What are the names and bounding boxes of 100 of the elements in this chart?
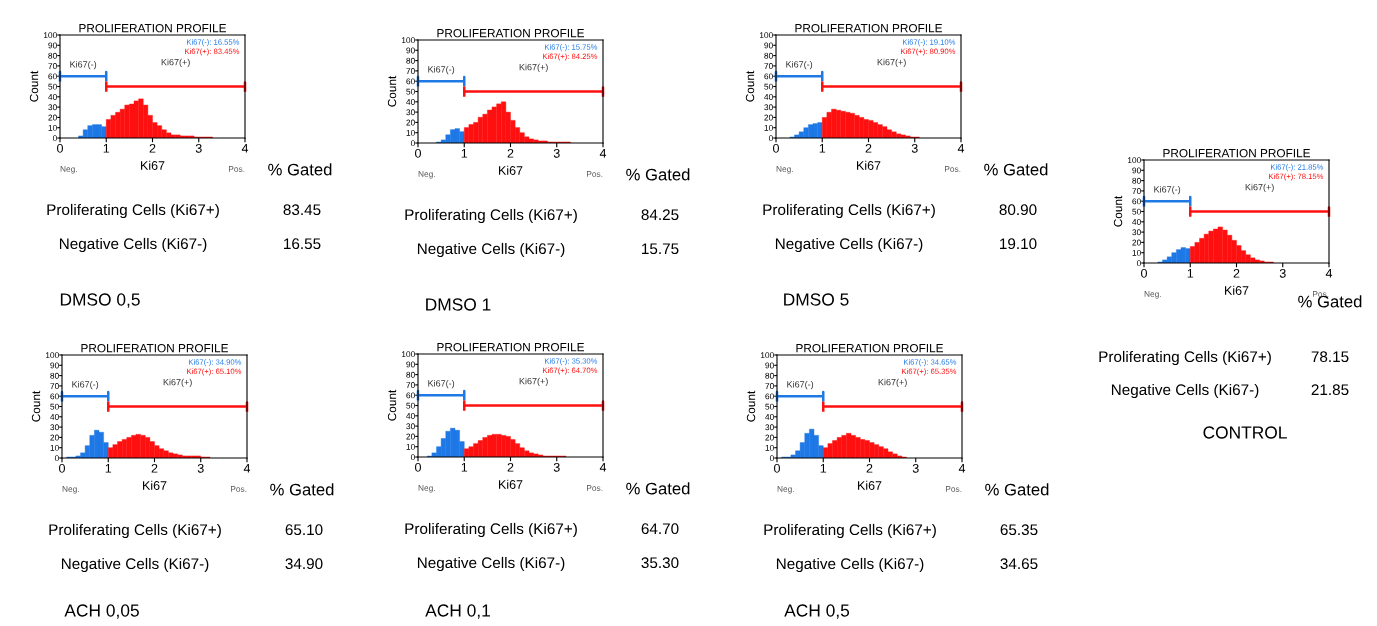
y-tick-label: 30: [50, 424, 59, 431]
chart-title: PROLIFERATION PROFILE: [437, 342, 585, 352]
text: DMSO 5: [784, 293, 849, 306]
y-tick-label: 80: [406, 57, 415, 64]
y-tick-label: 100: [759, 32, 773, 39]
y-tick-label: 40: [48, 94, 57, 100]
y-tick-label: 40: [764, 94, 773, 100]
y-tick-label: 70: [406, 68, 415, 74]
text: 80.90: [999, 204, 1037, 216]
y-tick-label: 80: [50, 372, 59, 379]
text: Pos.: [945, 166, 961, 172]
text: % Gated: [626, 482, 690, 495]
annotation: Ki67(-): [72, 380, 99, 390]
y-tick-label: 60: [406, 392, 415, 399]
text: Proliferating Cells (Ki67+): [47, 203, 219, 219]
x-tick-label: 4: [599, 149, 607, 158]
text: % Gated: [985, 483, 1049, 496]
text: Pos.: [231, 486, 247, 492]
y-axis-title: Count: [387, 75, 397, 107]
text: 15.75: [642, 243, 679, 255]
y-tick-label: 90: [48, 42, 57, 49]
y-tick-label: 0: [410, 454, 415, 461]
y-tick-label: 100: [45, 352, 59, 359]
y-tick-label: 20: [48, 114, 57, 121]
y-tick-label: 10: [764, 124, 773, 131]
text: % Gated: [626, 168, 690, 181]
y-tick-label: 70: [406, 382, 415, 388]
annotation: Ki67(+): [519, 63, 548, 73]
annotation: Ki67(+): [161, 58, 190, 68]
y-tick-label: 90: [764, 42, 773, 49]
chart-title: PROLIFERATION PROFILE: [795, 23, 943, 33]
y-tick-label: 30: [1132, 229, 1141, 236]
chart-title: PROLIFERATION PROFILE: [79, 23, 227, 33]
text: Neg.: [776, 166, 793, 174]
y-tick-label: 60: [50, 393, 59, 400]
y-tick-label: 90: [50, 362, 59, 369]
text: 83.45: [283, 204, 321, 216]
x-axis-title: Ki67: [141, 160, 165, 170]
y-tick-label: 20: [1132, 239, 1141, 246]
y-tick-label: 50: [765, 403, 774, 410]
text: % Gated: [270, 483, 334, 496]
text: 16.55: [284, 238, 321, 250]
x-tick-label: 3: [553, 462, 560, 472]
y-tick-label: 10: [406, 443, 415, 450]
y-tick-label: 70: [765, 383, 774, 389]
y-tick-label: 40: [1132, 219, 1141, 225]
x-axis-title: Ki67: [499, 165, 523, 175]
y-tick-label: 50: [406, 88, 415, 95]
annotation: Ki67(-): [787, 380, 814, 390]
x-tick-label: 2: [865, 143, 872, 153]
x-axis-title: Ki67: [143, 480, 167, 490]
text: Negative Cells (Ki67-): [775, 237, 923, 253]
y-tick-label: 20: [764, 114, 773, 121]
text: DMSO 1: [426, 298, 491, 311]
x-tick-label: 3: [911, 143, 918, 153]
x-tick-label: 1: [820, 464, 827, 473]
y-tick-label: 10: [406, 129, 415, 136]
y-tick-label: 30: [406, 109, 415, 116]
y-tick-label: 90: [765, 362, 774, 369]
y-tick-label: 100: [43, 32, 57, 39]
annotation: Ki67(-): [428, 65, 455, 75]
y-tick-label: 0: [768, 135, 773, 142]
x-tick-label: 3: [197, 463, 204, 473]
text: DMSO 0,5: [60, 293, 140, 308]
y-tick-label: 80: [48, 52, 57, 59]
text: Proliferating Cells (Ki67+): [763, 203, 935, 219]
x-axis-title: Ki67: [858, 480, 882, 490]
text: Proliferating Cells (Ki67+): [405, 522, 577, 538]
x-tick-label: 4: [599, 463, 607, 472]
x-tick-label: 2: [1233, 268, 1240, 278]
y-tick-label: 0: [52, 135, 57, 142]
y-tick-label: 30: [764, 104, 773, 111]
text: Neg.: [1144, 291, 1161, 299]
y-tick-label: 20: [406, 119, 415, 126]
text: 65.10: [285, 524, 323, 536]
y-tick-label: 80: [1132, 177, 1141, 184]
x-tick-label: 1: [461, 463, 468, 472]
x-tick-label: 2: [151, 463, 158, 473]
x-tick-label: 4: [1325, 269, 1333, 278]
text: Neg.: [777, 486, 794, 494]
y-tick-label: 10: [48, 124, 57, 131]
y-tick-label: 10: [50, 444, 59, 451]
text: Pos.: [229, 166, 245, 172]
text: ACH 0,05: [64, 604, 139, 619]
text: 34.65: [1000, 558, 1038, 570]
chart-title: PROLIFERATION PROFILE: [1163, 148, 1311, 158]
y-tick-label: 80: [764, 52, 773, 59]
x-tick-label: 4: [958, 464, 966, 473]
y-tick-label: 50: [406, 402, 415, 409]
y-tick-label: 30: [48, 104, 57, 111]
text: Proliferating Cells (Ki67+): [49, 523, 221, 539]
y-tick-label: 60: [1132, 198, 1141, 205]
x-tick-label: 1: [461, 149, 468, 158]
y-tick-label: 60: [48, 73, 57, 80]
x-tick-label: 2: [866, 463, 873, 473]
y-tick-label: 50: [1132, 208, 1141, 215]
text: Negative Cells (Ki67-): [417, 242, 565, 258]
text: Negative Cells (Ki67-): [1111, 383, 1259, 399]
text: Neg.: [418, 485, 435, 493]
annotation: Ki67(-): [1154, 185, 1181, 195]
